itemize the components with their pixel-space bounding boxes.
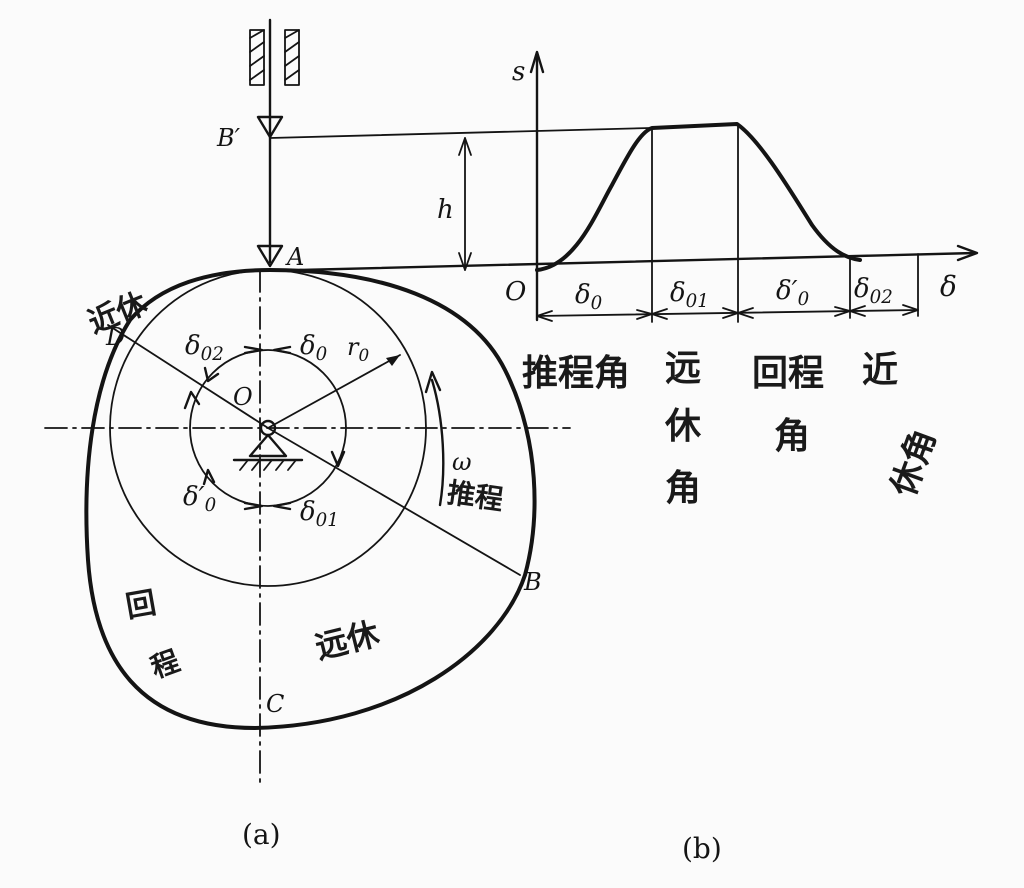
- label-h: h: [437, 195, 454, 225]
- label-delta-0-prime: δ′0: [183, 482, 216, 516]
- label-s: s: [512, 57, 525, 87]
- arrow-d02: [243, 345, 264, 355]
- label-a: A: [285, 243, 304, 271]
- figure-b-displacement: h s O δ δ0 δ01 δ′0 δ02 推程角 远 休 角 回程 角: [269, 50, 979, 865]
- r0-arrowhead: [386, 355, 400, 366]
- caption-b: (b): [682, 832, 722, 865]
- cam-profile: [84, 268, 537, 730]
- arrow-left-upper: [183, 390, 201, 410]
- arrow-d02-left: [203, 366, 220, 383]
- handwriting-far-3: 角: [665, 468, 701, 509]
- handwriting-far-rest: 远休: [312, 614, 384, 667]
- delta-axis-arrow: [956, 244, 979, 262]
- label-r0: r0: [347, 333, 369, 365]
- s-axis-arrow: [529, 50, 545, 74]
- displacement-curve: [535, 122, 862, 272]
- arrow-right-lower: [330, 450, 346, 468]
- radius-to-b: [267, 427, 521, 576]
- h-arrow-top: [458, 137, 472, 156]
- segment-delta-02: δ02: [854, 274, 893, 308]
- projection-b-prime: [269, 127, 651, 139]
- segment-delta-01: δ01: [670, 278, 709, 312]
- label-b: B: [523, 568, 542, 596]
- label-c: C: [266, 690, 284, 718]
- handwriting-return-2: 程: [146, 644, 184, 685]
- h-arrow-bottom: [458, 252, 472, 271]
- radius-to-d: [107, 324, 269, 429]
- label-o: O: [233, 383, 253, 411]
- handwriting-return-angle-1: 回程: [752, 353, 824, 394]
- handwriting-far-1: 远: [665, 348, 701, 389]
- follower-guide: [249, 29, 300, 86]
- label-delta-axis: δ: [940, 270, 957, 303]
- label-delta-0: δ0: [300, 331, 327, 365]
- figure-a-cam: B′ A O B C D δ02 δ0 r0 δ′0 δ01 ω 近休 推程 回…: [44, 18, 571, 851]
- arrow-d0p: [243, 501, 264, 511]
- follower-tip-a: [256, 244, 284, 268]
- segment-delta-0: δ0: [575, 280, 602, 314]
- handwriting-far-2: 休: [664, 406, 702, 447]
- label-d: D: [105, 323, 125, 351]
- label-origin: O: [505, 277, 526, 307]
- pivot-support: [248, 433, 288, 458]
- delta-axis: [298, 251, 977, 272]
- handwriting-near-2: 休角: [883, 424, 944, 503]
- handwriting-return-angle-2: 角: [774, 416, 810, 457]
- arrow-d0: [272, 345, 292, 355]
- label-delta-01: δ01: [300, 497, 339, 531]
- omega-arrowhead: [424, 370, 442, 394]
- omega-arrow: [430, 378, 445, 507]
- segment-dimension-line: [536, 309, 919, 317]
- handwriting-rise-angle: 推程角: [522, 353, 630, 394]
- radius-r0: [267, 354, 401, 429]
- label-b-prime: B′: [216, 124, 241, 152]
- angle-circle: [189, 349, 347, 507]
- follower-tip-b-prime: [256, 115, 284, 139]
- arrow-d01: [272, 501, 292, 511]
- segment-delta-0-prime: δ′0: [776, 276, 809, 310]
- handwriting-near-1: 近: [862, 350, 898, 391]
- caption-a: (a): [242, 818, 281, 851]
- handwriting-return-1: 回: [123, 586, 159, 626]
- handwriting-rise: 推程: [445, 476, 505, 516]
- label-delta-02: δ02: [185, 331, 224, 365]
- arrow-left-lower: [202, 468, 216, 486]
- label-omega: ω: [452, 448, 472, 476]
